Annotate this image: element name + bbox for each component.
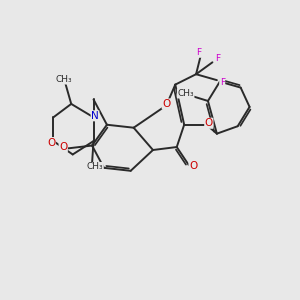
Text: CH₃: CH₃ [87, 162, 103, 171]
Text: O: O [189, 161, 197, 171]
Text: H: H [47, 138, 55, 148]
Text: F: F [196, 48, 202, 57]
Text: F: F [220, 78, 225, 87]
Text: O: O [162, 99, 170, 109]
Text: O: O [205, 118, 213, 128]
Text: F: F [215, 54, 220, 63]
Text: N: N [91, 111, 99, 121]
Text: CH₃: CH₃ [56, 75, 72, 84]
Text: CH₃: CH₃ [177, 89, 194, 98]
Text: O: O [47, 138, 55, 148]
Text: O: O [59, 142, 67, 152]
